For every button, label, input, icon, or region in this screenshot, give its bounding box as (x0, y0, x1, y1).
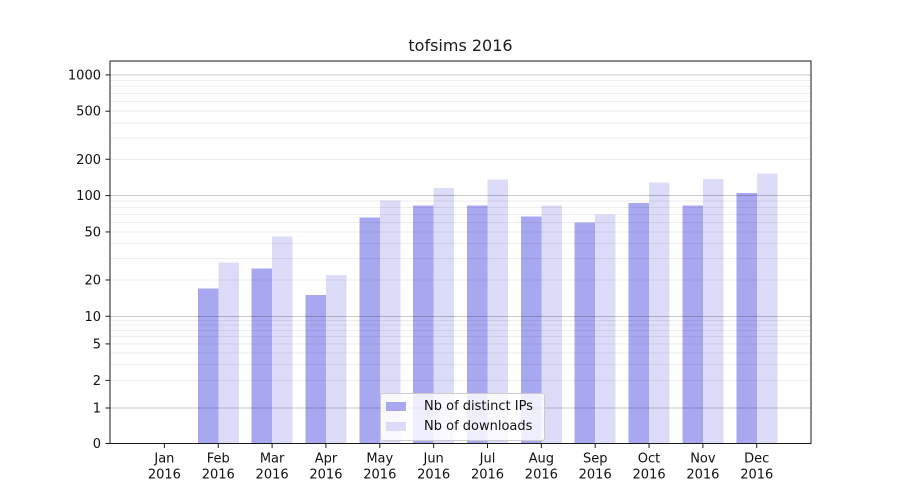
bar-distinct-ips-jul (467, 205, 488, 444)
x-tick-label: Feb 2016 (202, 452, 235, 483)
bar-downloads-aug (541, 205, 562, 444)
x-tick-label: Mar 2016 (256, 452, 289, 483)
y-tick-label: 10 (84, 310, 101, 325)
bar-distinct-ips-oct (628, 202, 650, 444)
x-tick-label: Jul 2016 (471, 452, 504, 483)
chart-title: tofsims 2016 (408, 36, 513, 55)
x-tick-label: Nov 2016 (686, 452, 719, 483)
y-tick-label: 2 (93, 374, 101, 389)
bar-distinct-ips-aug (520, 216, 542, 444)
legend-label-distinct-ips: Nb of distinct IPs (424, 398, 533, 414)
y-tick-label: 50 (84, 225, 101, 240)
legend-item-downloads: Nb of downloads (386, 418, 536, 434)
x-tick-label: Oct 2016 (633, 452, 666, 483)
x-tick-label: Sep 2016 (579, 452, 612, 483)
y-tick-label: 100 (76, 189, 101, 204)
bar-downloads-jul (487, 179, 508, 444)
plot-border (109, 60, 812, 444)
bar-distinct-ips-jun (413, 205, 434, 444)
bar-downloads-mar (272, 236, 293, 444)
legend: Nb of distinct IPs Nb of downloads (380, 393, 545, 441)
bar-downloads-apr (325, 274, 347, 444)
bar-distinct-ips-apr (305, 295, 326, 444)
bar-distinct-ips-dec (736, 193, 757, 444)
bar-downloads-oct (649, 182, 670, 444)
legend-swatch-distinct-ips-icon (386, 401, 406, 411)
y-tick-label: 1000 (68, 68, 101, 83)
x-tick-label: Apr 2016 (309, 452, 342, 483)
bar-downloads-feb (218, 262, 239, 444)
bar-distinct-ips-may (359, 217, 380, 444)
legend-item-distinct-ips: Nb of distinct IPs (386, 398, 536, 414)
y-tick-label: 0 (93, 437, 101, 452)
y-tick-label: 5 (93, 337, 101, 352)
legend-swatch-downloads-icon (386, 421, 406, 431)
y-tick-label: 200 (76, 153, 101, 168)
bar-downloads-dec (756, 173, 778, 444)
x-tick-label: Jan 2016 (148, 452, 181, 483)
bar-downloads-sep (595, 214, 616, 444)
bar-downloads-jun (433, 187, 455, 444)
bar-downloads-may (379, 200, 401, 444)
y-tick-label: 500 (76, 105, 101, 120)
y-tick-label: 20 (84, 273, 101, 288)
x-tick-label: May 2016 (363, 452, 396, 483)
x-tick-label: Aug 2016 (525, 452, 558, 483)
y-tick-label: 1 (93, 402, 101, 417)
x-tick-label: Dec 2016 (740, 452, 773, 483)
x-tick-label: Jun 2016 (417, 452, 450, 483)
bar-distinct-ips-mar (251, 268, 273, 444)
bar-downloads-nov (702, 179, 724, 444)
legend-label-downloads: Nb of downloads (424, 418, 533, 434)
bar-distinct-ips-feb (197, 288, 219, 444)
bar-distinct-ips-sep (574, 222, 596, 444)
bar-distinct-ips-nov (682, 205, 703, 444)
